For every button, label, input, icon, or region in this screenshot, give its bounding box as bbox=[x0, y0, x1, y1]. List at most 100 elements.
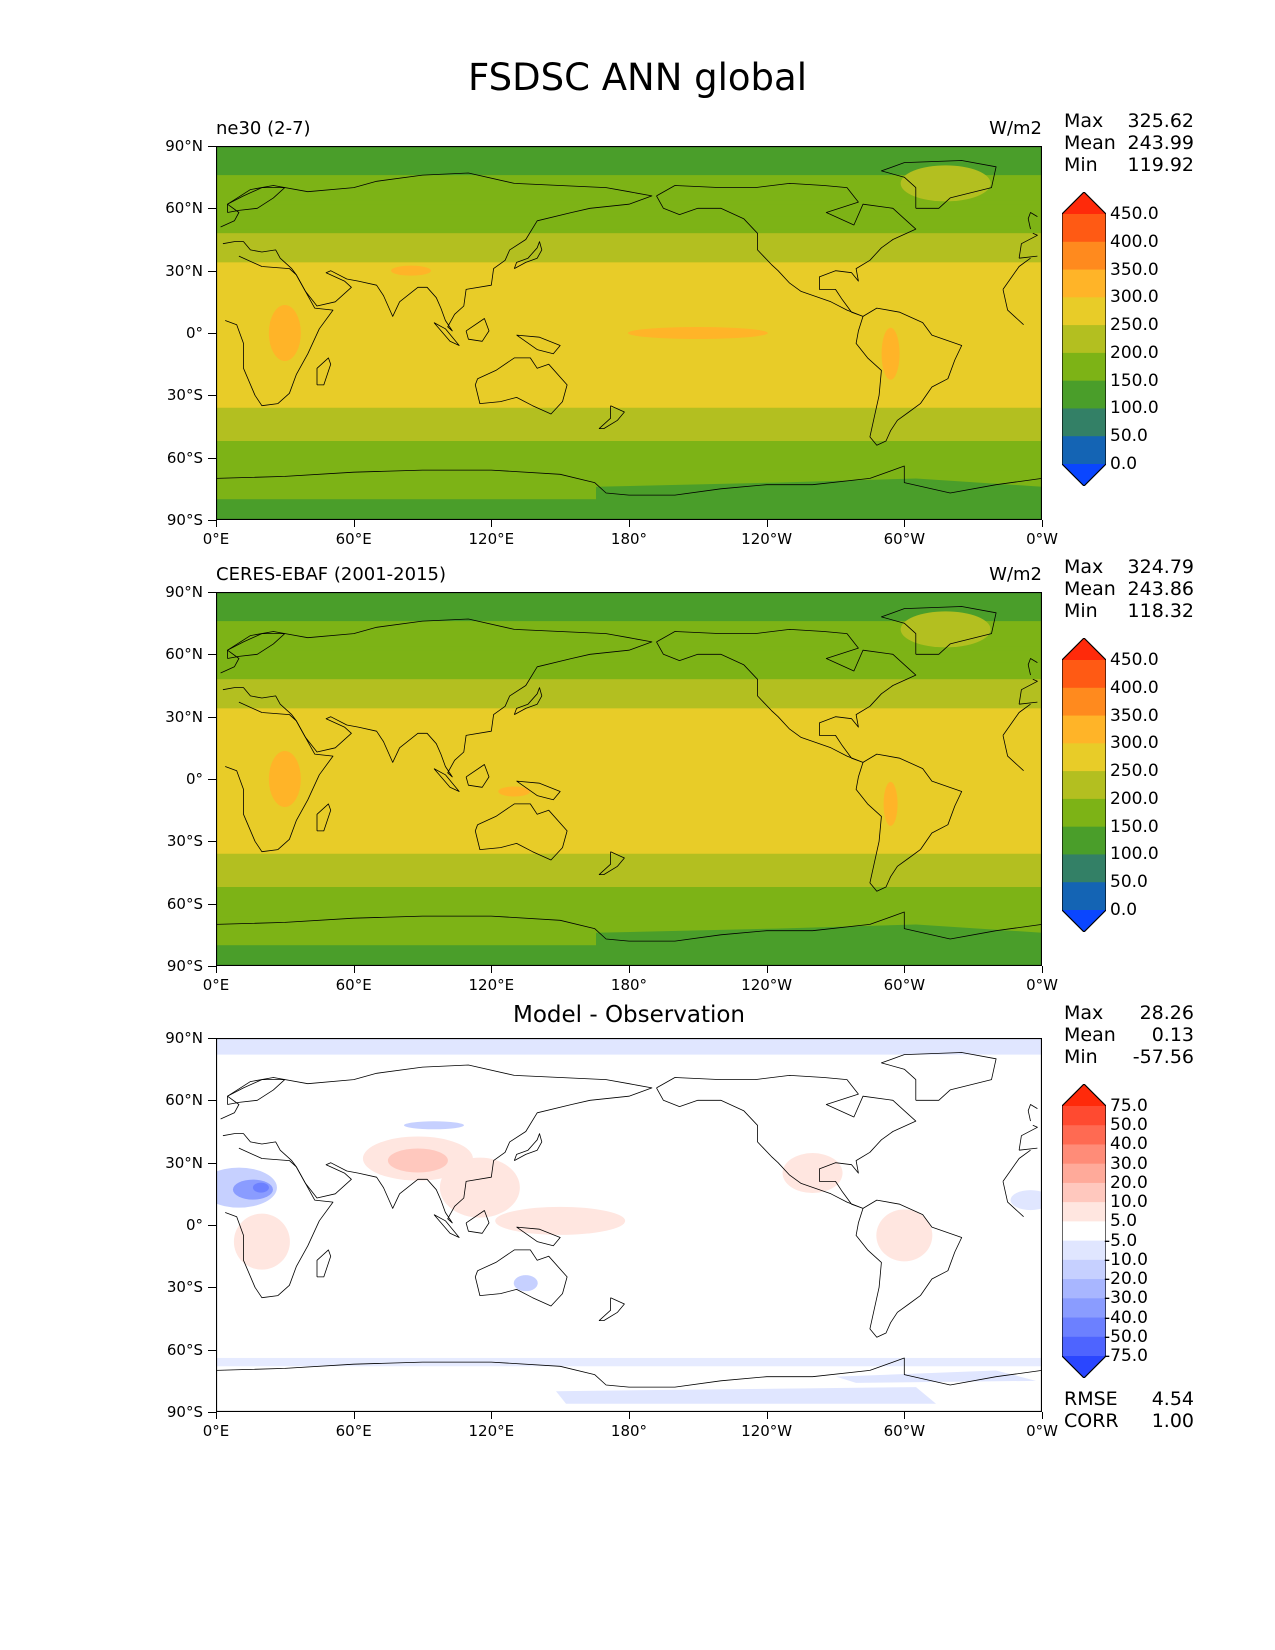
lat-tick-mark bbox=[208, 1100, 216, 1102]
lat-tick-label: 30°S bbox=[166, 1278, 203, 1297]
map-svg bbox=[216, 146, 1042, 520]
lat-tick-mark bbox=[208, 654, 216, 656]
stat-label: Mean bbox=[1064, 578, 1116, 600]
lat-tick-mark bbox=[208, 1412, 216, 1413]
colorbar-segment bbox=[1062, 214, 1106, 243]
lon-tick-label: 120°W bbox=[741, 1422, 793, 1440]
stat-row: Min 118.32 bbox=[1064, 600, 1194, 622]
lat-tick-label: 90°S bbox=[166, 957, 203, 975]
lat-tick-label: 30°N bbox=[165, 261, 203, 280]
map-field bbox=[216, 146, 1042, 520]
map-panel: CERES-EBAF (2001-2015) W/m2 90°N 60°N 30°N 0°… bbox=[0, 0, 1275, 994]
colorbar-segment bbox=[1062, 660, 1106, 689]
map-frame bbox=[216, 1038, 1042, 1412]
lon-tick-mark bbox=[629, 966, 630, 973]
lat-tick-mark bbox=[208, 520, 216, 521]
lat-tick-mark bbox=[208, 841, 216, 843]
lat-tick-label: 60°S bbox=[166, 448, 203, 467]
lon-tick-label: 120°E bbox=[468, 1422, 515, 1440]
colorbar-tick-label: 0.0 bbox=[1110, 454, 1138, 474]
colorbar-tick-label: 10.0 bbox=[1110, 1192, 1148, 1213]
map-svg bbox=[216, 1038, 1042, 1412]
metric-value: 4.54 bbox=[1151, 1388, 1194, 1410]
panel-label: ne30 (2-7) bbox=[216, 118, 311, 139]
colorbar-segment bbox=[1062, 1125, 1106, 1145]
map-field bbox=[216, 592, 1042, 966]
colorbar-tick-label: 50.0 bbox=[1110, 1115, 1148, 1136]
colorbar-tick-label: 150.0 bbox=[1110, 370, 1159, 391]
lat-tick-mark bbox=[208, 1038, 216, 1039]
stat-row: Mean 0.13 bbox=[1064, 1024, 1194, 1046]
lon-tick-mark bbox=[1042, 966, 1043, 973]
map-svg bbox=[216, 592, 1042, 966]
lon-tick-label: 180° bbox=[610, 530, 648, 548]
lat-tick-label: 30°S bbox=[166, 832, 203, 851]
lat-tick-mark bbox=[208, 779, 216, 780]
lon-tick-mark bbox=[904, 966, 906, 973]
lon-tick-mark bbox=[1042, 520, 1043, 527]
stat-row: Min 119.92 bbox=[1064, 154, 1194, 176]
lon-tick-mark bbox=[216, 1412, 217, 1419]
colorbar-tick-label: 400.0 bbox=[1110, 231, 1159, 252]
colorbar-segment bbox=[1062, 269, 1106, 298]
lat-tick-label: 90°S bbox=[166, 1403, 203, 1421]
lon-tick-label: 180° bbox=[610, 1422, 648, 1440]
lat-tick-mark bbox=[208, 457, 216, 459]
lon-tick-mark bbox=[766, 520, 768, 527]
stat-row: Max 324.79 bbox=[1064, 556, 1194, 578]
colorbar-segment bbox=[1062, 1317, 1106, 1338]
lon-tick-mark bbox=[353, 966, 355, 973]
stat-value: 243.99 bbox=[1127, 132, 1194, 154]
colorbar-tick-label: 20.0 bbox=[1110, 1172, 1148, 1193]
colorbar-segment bbox=[1062, 1106, 1106, 1126]
stat-label: Max bbox=[1064, 1002, 1104, 1024]
lat-tick-label: 30°N bbox=[165, 707, 203, 726]
colorbar bbox=[1061, 637, 1107, 933]
lat-tick-mark bbox=[208, 716, 216, 718]
stat-label: Mean bbox=[1064, 1024, 1116, 1046]
colorbar-segment bbox=[1062, 1221, 1106, 1242]
colorbar-segment bbox=[1062, 1279, 1106, 1299]
lat-tick-mark bbox=[208, 146, 216, 147]
coastlines bbox=[216, 1052, 1042, 1388]
colorbar-tick-label: -40.0 bbox=[1104, 1307, 1148, 1328]
colorbar-tick-label: 75.0 bbox=[1110, 1096, 1148, 1116]
stat-label: Min bbox=[1064, 1046, 1098, 1068]
colorbar-tick-label: -20.0 bbox=[1104, 1269, 1148, 1290]
coastlines bbox=[216, 606, 1042, 942]
lat-tick-mark bbox=[208, 592, 216, 593]
colorbar-segment bbox=[1062, 297, 1106, 326]
stat-value: 243.86 bbox=[1127, 578, 1194, 600]
colorbar-segment bbox=[1062, 436, 1106, 465]
colorbar-segment bbox=[1062, 1144, 1106, 1165]
lat-tick-mark bbox=[208, 333, 216, 334]
colorbar-segment bbox=[1062, 1163, 1106, 1184]
colorbar-tick-label: 100.0 bbox=[1110, 844, 1159, 865]
stat-value: 119.92 bbox=[1127, 154, 1194, 176]
lon-tick-label: 60°E bbox=[335, 976, 372, 994]
map-panel: Model - Observation 90°N 60°N 30°N 0° 30°S 60°… bbox=[0, 0, 1275, 1440]
lon-tick-label: 0°E bbox=[202, 976, 230, 994]
lat-tick-label: 30°N bbox=[165, 1153, 203, 1172]
stat-row: Mean 243.99 bbox=[1064, 132, 1194, 154]
stat-label: Max bbox=[1064, 110, 1104, 132]
panel-label: Model - Observation bbox=[512, 1002, 746, 1028]
lon-tick-mark bbox=[353, 520, 355, 527]
colorbar-extend-min bbox=[1062, 910, 1106, 932]
lat-tick-mark bbox=[208, 270, 216, 272]
colorbar-segment bbox=[1062, 771, 1106, 800]
colorbar-tick-label: 300.0 bbox=[1110, 287, 1159, 308]
colorbar-segment bbox=[1062, 380, 1106, 409]
lat-tick-label: 0° bbox=[185, 324, 203, 342]
lon-tick-mark bbox=[491, 1412, 493, 1419]
lon-tick-mark bbox=[216, 520, 217, 527]
lat-tick-label: 90°N bbox=[165, 137, 203, 155]
colorbar-segment bbox=[1062, 1240, 1106, 1261]
colorbar-tick-label: 50.0 bbox=[1110, 426, 1148, 447]
colorbar bbox=[1061, 1083, 1107, 1379]
lon-tick-label: 60°E bbox=[335, 1422, 372, 1440]
colorbar-tick-label: 400.0 bbox=[1110, 677, 1159, 698]
lon-tick-label: 180° bbox=[610, 976, 648, 994]
metric-label: CORR bbox=[1064, 1410, 1119, 1432]
panel-units: W/m2 bbox=[989, 118, 1042, 139]
